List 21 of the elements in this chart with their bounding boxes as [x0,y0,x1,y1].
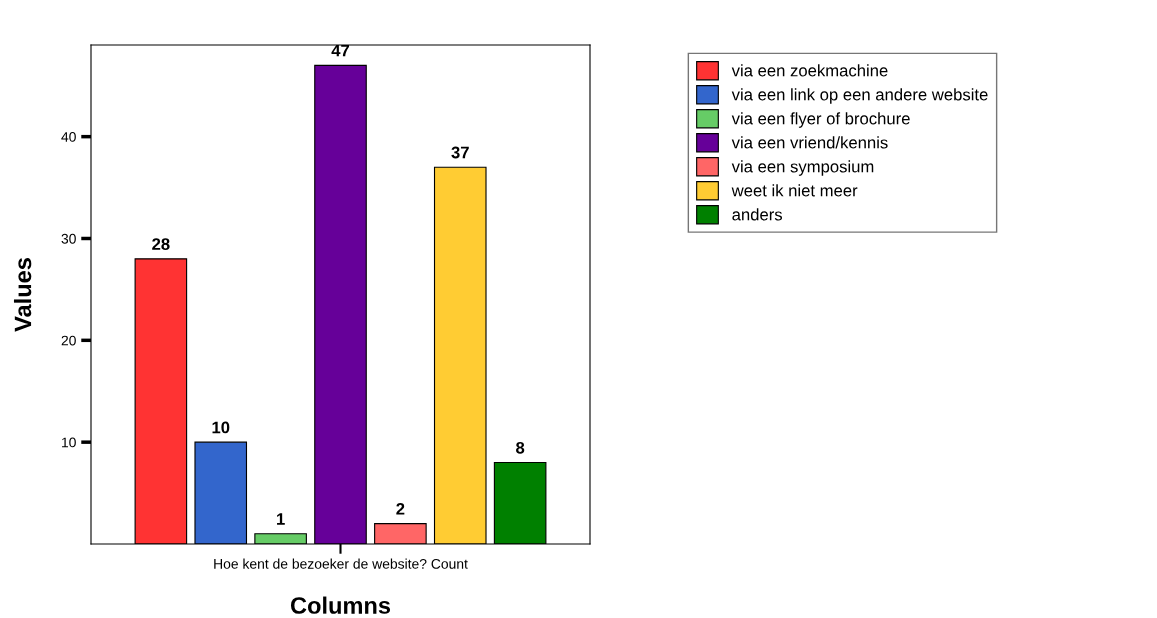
y-tick-label: 10 [62,437,76,448]
legend-label: weet ik niet meer [731,184,858,197]
y-tick-label: 30 [61,233,76,244]
data-label: 10 [212,421,230,434]
legend-label: via een flyer of brochure [731,112,910,128]
x-axis-title: Columns [290,596,391,614]
legend-label: via een vriend/kennis [731,136,888,149]
legend-label: anders [732,208,783,221]
data-label: 1 [277,513,285,525]
legend-label: via een symposium [731,160,874,176]
y-tick-label: 40 [61,131,76,142]
x-tick-label: Hoe kent de bezoeker de website? Count [214,558,468,569]
data-label: 28 [152,238,170,251]
data-label: 8 [516,441,525,454]
data-label: 2 [396,502,405,515]
data-label: 37 [451,146,469,159]
y-axis-title: Values [13,258,32,332]
y-tick-label: 20 [61,335,76,346]
data-label: 47 [331,44,350,57]
legend-label: via een link op een andere website [731,88,988,104]
legend-label: via een zoekmachine [731,64,888,77]
